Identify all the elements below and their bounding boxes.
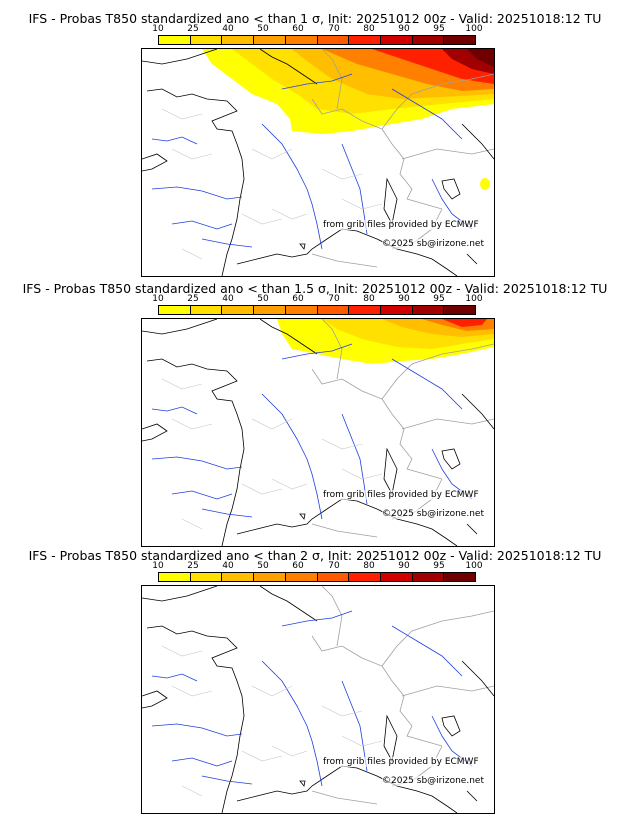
colorbar-segment: [190, 36, 223, 44]
tick-label: 40: [222, 294, 234, 304]
colorbar-segment: [412, 306, 445, 314]
colorbar-segment: [317, 36, 350, 44]
tick-label: 70: [328, 561, 340, 571]
tick-label: 70: [328, 294, 340, 304]
colorbar-segment: [159, 36, 191, 44]
colorbar-segment: [190, 306, 223, 314]
probability-map: from grib files provided by ECMWF ©2025 …: [141, 318, 495, 547]
rivers: [151, 73, 473, 250]
map-graphic: [142, 319, 494, 546]
colorbar-segment: [254, 306, 286, 314]
country-borders: [311, 319, 494, 538]
country-borders: [311, 49, 494, 268]
tick-label: 10: [152, 24, 164, 34]
colorbar-segment: [285, 573, 318, 581]
colorbar-segment: [159, 573, 191, 581]
colorbar-segment: [349, 573, 381, 581]
tick-label: 80: [363, 294, 375, 304]
colorbar-tick-labels: 10 25 40 50 60 70 80 90 95 100: [152, 561, 482, 572]
rivers: [151, 610, 473, 787]
tick-label: 10: [152, 294, 164, 304]
copyright-credit: ©2025 sb@irizone.net: [382, 509, 484, 519]
tick-label: 25: [187, 294, 199, 304]
tick-label: 100: [465, 561, 483, 571]
tick-label: 90: [398, 294, 410, 304]
regional-borders: [161, 378, 383, 530]
source-credit: from grib files provided by ECMWF: [323, 220, 479, 230]
colorbar-segment: [317, 306, 350, 314]
colorbar-segment: [444, 306, 476, 314]
colorbar-tick-labels: 10 25 40 50 60 70 80 90 95 100: [152, 294, 482, 305]
colorbar-segment: [317, 573, 350, 581]
colorbar-tick-labels: 10 25 40 50 60 70 80 90 95 100: [152, 24, 482, 35]
tick-label: 40: [222, 24, 234, 34]
colorbar-segment: [285, 306, 318, 314]
colorbar-segment: [285, 36, 318, 44]
colorbar-segment: [380, 306, 413, 314]
colorbar: [158, 35, 476, 45]
colorbar-segment: [380, 573, 413, 581]
colorbar-segment: [190, 573, 223, 581]
tick-label: 70: [328, 24, 340, 34]
map-title: IFS - Probas T850 standardized ano < tha…: [22, 281, 608, 296]
probability-map: from grib files provided by ECMWF ©2025 …: [141, 48, 495, 277]
tick-label: 60: [292, 24, 304, 34]
colorbar: [158, 305, 476, 315]
copyright-credit: ©2025 sb@irizone.net: [382, 776, 484, 786]
probability-area-80: [442, 319, 487, 327]
tick-label: 90: [398, 24, 410, 34]
tick-label: 95: [433, 24, 445, 34]
colorbar-segment: [412, 573, 445, 581]
colorbar-segment: [254, 36, 286, 44]
probability-area-100: [467, 49, 494, 67]
copyright-credit: ©2025 sb@irizone.net: [382, 239, 484, 249]
tick-label: 50: [257, 294, 269, 304]
colorbar-segment: [349, 36, 381, 44]
colorbar-segment: [444, 573, 476, 581]
colorbar-segment: [159, 306, 191, 314]
map-title: IFS - Probas T850 standardized ano < tha…: [28, 548, 602, 563]
source-credit: from grib files provided by ECMWF: [323, 490, 479, 500]
colorbar-segment: [222, 36, 255, 44]
tick-label: 25: [187, 24, 199, 34]
map-title: IFS - Probas T850 standardized ano < tha…: [28, 11, 602, 26]
probability-map: from grib files provided by ECMWF ©2025 …: [141, 585, 495, 814]
country-borders: [311, 586, 494, 805]
colorbar-segment: [412, 36, 445, 44]
tick-label: 25: [187, 561, 199, 571]
tick-label: 40: [222, 561, 234, 571]
source-credit: from grib files provided by ECMWF: [323, 757, 479, 767]
tick-label: 80: [363, 24, 375, 34]
tick-label: 95: [433, 294, 445, 304]
colorbar-segment: [349, 306, 381, 314]
colorbar-segment: [222, 573, 255, 581]
tick-label: 50: [257, 24, 269, 34]
tick-label: 10: [152, 561, 164, 571]
map-graphic: [142, 586, 494, 813]
rivers: [151, 343, 473, 520]
regional-borders: [161, 108, 383, 260]
tick-label: 100: [465, 294, 483, 304]
tick-label: 80: [363, 561, 375, 571]
tick-label: 95: [433, 561, 445, 571]
probability-area-10-small: [480, 178, 490, 190]
tick-label: 60: [292, 561, 304, 571]
colorbar-segment: [222, 306, 255, 314]
tick-label: 90: [398, 561, 410, 571]
map-graphic: [142, 49, 494, 276]
colorbar-segment: [444, 36, 476, 44]
regional-borders: [161, 645, 383, 797]
colorbar-segment: [254, 573, 286, 581]
tick-label: 100: [465, 24, 483, 34]
tick-label: 60: [292, 294, 304, 304]
colorbar: [158, 572, 476, 582]
tick-label: 50: [257, 561, 269, 571]
colorbar-segment: [380, 36, 413, 44]
